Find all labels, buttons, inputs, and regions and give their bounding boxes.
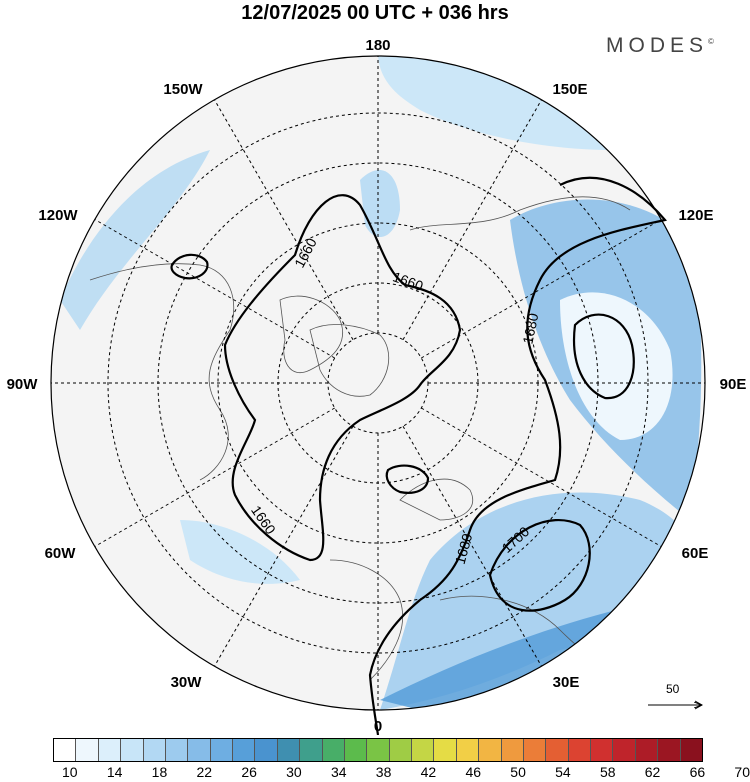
colorbar-swatch (546, 739, 569, 761)
lon-label-120w: 120W (38, 207, 78, 224)
meridian-line (214, 99, 354, 340)
colorbar-swatch (233, 739, 256, 761)
colorbar-swatch (210, 739, 233, 761)
colorbar-tick-label: 62 (644, 764, 661, 780)
wind-band-atlantic (180, 520, 300, 584)
colorbar-swatch (501, 739, 524, 761)
colorbar-swatch (389, 739, 412, 761)
contour-1660-north (223, 194, 462, 562)
wind-band-asia (380, 492, 703, 710)
wind-band-north (360, 170, 400, 237)
map-border (50, 55, 706, 711)
colorbar-swatch (680, 739, 702, 761)
colorbar (53, 738, 703, 762)
colorbar-swatch (479, 739, 502, 761)
reference-vector-label: 50 (666, 682, 680, 696)
colorbar-tick-label: 50 (510, 764, 526, 780)
reference-arrow-icon (648, 700, 704, 710)
colorbar-swatch (188, 739, 211, 761)
colorbar-tick-label: 10 (62, 764, 78, 780)
lon-label-30w: 30W (171, 674, 203, 691)
colorbar-swatch (143, 739, 166, 761)
meridian-line (402, 426, 542, 667)
copyright-mark: © (708, 37, 714, 46)
colorbar-swatch (165, 739, 189, 761)
colorbar-swatch (591, 739, 614, 761)
colorbar-tick-label: 18 (151, 764, 168, 780)
colorbar-swatch (456, 739, 480, 761)
colorbar-swatch (277, 739, 301, 761)
colorbar-swatch (54, 739, 77, 761)
colorbar-tick-label: 22 (196, 764, 213, 780)
colorbar-swatch (255, 739, 278, 761)
colorbar-swatch (635, 739, 659, 761)
colorbar-swatch (367, 739, 390, 761)
contour-small-ring-alaska (170, 253, 209, 280)
colorbar-swatch (523, 739, 547, 761)
height-contours (170, 176, 668, 735)
meridian-line (421, 407, 662, 547)
meridian-line (94, 219, 335, 359)
colorbar-tick-label: 42 (420, 764, 437, 780)
lon-label-180: 180 (365, 37, 390, 54)
colorbar-swatch (300, 739, 323, 761)
brand-logo: MODES© (606, 34, 714, 58)
wind-band-pacific (378, 56, 610, 150)
lon-label-150e: 150E (552, 81, 587, 98)
colorbar-tick-label: 70 (734, 764, 750, 780)
contour-1680-ring (572, 313, 635, 400)
colorbar-swatch (76, 739, 99, 761)
colorbar-swatch (434, 739, 457, 761)
colorbar-swatch (98, 739, 122, 761)
colorbar-swatch (121, 739, 144, 761)
longitude-labels: 180 150W 150E 120W 120E 90W 90E 60W 60E … (7, 37, 747, 735)
wind-band-west (60, 150, 210, 330)
reference-vector: 50 (648, 682, 708, 712)
contour-1700 (488, 519, 591, 612)
colorbar-tick-labels: 10 14 18 22 26 30 34 38 42 46 50 54 58 62 66 70 (53, 764, 750, 780)
lon-label-0: 0 (374, 718, 382, 735)
colorbar-swatch (613, 739, 636, 761)
colorbar-swatch (658, 739, 681, 761)
lon-label-60w: 60W (45, 545, 77, 562)
colorbar-tick-label: 34 (330, 764, 347, 780)
colorbar-tick-label: 26 (241, 764, 257, 780)
contour-label-1680-a: 1680 (519, 311, 541, 345)
colorbar-tick-label: 54 (555, 764, 571, 780)
lon-label-30e: 30E (553, 674, 580, 691)
lon-label-90e: 90E (720, 376, 747, 393)
wind-band-siberia-inner (560, 292, 673, 440)
meridian-line (421, 219, 662, 359)
colorbar-swatch (322, 739, 345, 761)
colorbar-tick-label: 38 (375, 764, 392, 780)
colorbar-swatch (568, 739, 591, 761)
polar-map: 1660 1660 1660 1680 1680 1700 180 150W 1… (7, 37, 747, 735)
lon-label-90w: 90W (7, 376, 39, 393)
colorbar-tick-label: 30 (286, 764, 302, 780)
brand-name: MODES (606, 34, 709, 57)
colorbar-tick-label: 58 (599, 764, 616, 780)
meridian-line (402, 99, 542, 340)
colorbar-swatch (412, 739, 435, 761)
colorbar-tick-label: 66 (689, 764, 706, 780)
map-title: 12/07/2025 00 UTC + 036 hrs (241, 2, 509, 24)
lon-label-120e: 120E (678, 207, 713, 224)
contour-small-ring-europe (385, 464, 430, 494)
lon-label-60e: 60E (682, 545, 709, 562)
colorbar-swatch (344, 739, 368, 761)
meridian-line (94, 407, 335, 547)
wind-band-asia-core (380, 600, 660, 710)
contour-1680 (368, 176, 668, 735)
coastlines (89, 196, 661, 691)
contour-label-1680-b: 1680 (452, 531, 476, 565)
lon-label-150w: 150W (163, 81, 203, 98)
colorbar-tick-label: 46 (465, 764, 482, 780)
colorbar-tick-label: 14 (106, 764, 123, 780)
